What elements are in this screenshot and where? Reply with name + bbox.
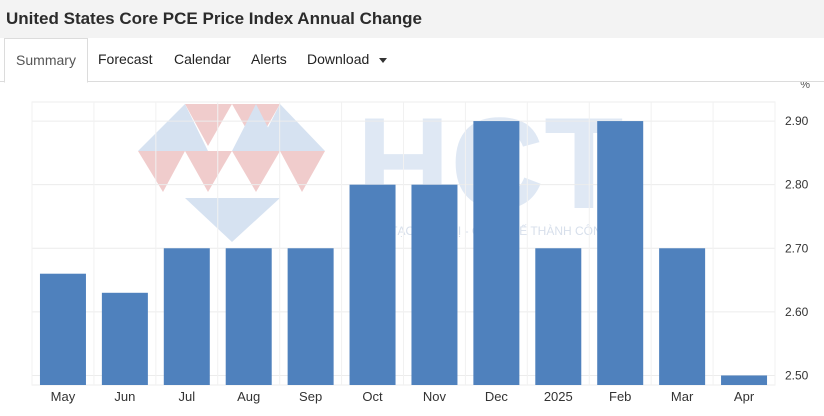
tab-download-label: Download	[307, 51, 370, 67]
chevron-down-icon	[379, 57, 388, 63]
bar-2025[interactable]	[535, 248, 582, 385]
bar-mar[interactable]	[659, 248, 706, 385]
page-title: United States Core PCE Price Index Annua…	[6, 9, 422, 28]
tab-download[interactable]: Download	[307, 38, 388, 81]
x-tick-label: Apr	[734, 389, 755, 404]
title-bar: United States Core PCE Price Index Annua…	[0, 0, 824, 39]
bar-chart: HCT KIẾN TẠO GIÁ TRỊ - CHẠM ĐẾ THÀNH CÔN…	[31, 82, 810, 404]
y-tick-label: 2.50	[785, 368, 809, 382]
x-tick-label: Mar	[671, 389, 694, 404]
bar-dec[interactable]	[473, 121, 520, 386]
bars	[39, 121, 768, 386]
bar-aug[interactable]	[225, 248, 272, 385]
x-tick-label: Oct	[362, 389, 383, 404]
tab-alerts-label: Alerts	[251, 51, 287, 67]
bar-sep[interactable]	[287, 248, 334, 385]
y-axis-ticks: 2.90 2.80 2.70 2.60 2.50	[785, 114, 809, 382]
bar-nov[interactable]	[411, 184, 458, 385]
chart-area: HCT KIẾN TẠO GIÁ TRỊ - CHẠM ĐẾ THÀNH CÔN…	[0, 82, 824, 416]
x-tick-label: May	[51, 389, 76, 404]
x-tick-label: Sep	[299, 389, 322, 404]
y-tick-label: 2.80	[785, 178, 809, 192]
y-tick-label: 2.90	[785, 114, 809, 128]
x-tick-label: Dec	[485, 389, 509, 404]
x-tick-label: Jul	[178, 389, 195, 404]
x-tick-label: 2025	[544, 389, 573, 404]
bar-may[interactable]	[39, 273, 86, 385]
x-tick-label: Jun	[114, 389, 135, 404]
x-tick-label: Aug	[237, 389, 260, 404]
bar-feb[interactable]	[597, 121, 644, 386]
tab-bar: Summary Forecast Calendar Alerts Downloa…	[0, 38, 824, 83]
y-tick-label: 2.60	[785, 305, 809, 319]
tab-alerts[interactable]: Alerts	[251, 38, 287, 81]
x-axis-ticks: May Jun Jul Aug Sep Oct Nov Dec 2025 Feb Mar Apr	[51, 389, 755, 404]
x-tick-label: Feb	[609, 389, 631, 404]
bar-jun[interactable]	[101, 292, 148, 385]
y-tick-label: 2.70	[785, 241, 809, 255]
tab-calendar[interactable]: Calendar	[174, 38, 231, 81]
grid	[31, 101, 776, 386]
bar-jul[interactable]	[163, 248, 210, 385]
watermark-logo-icon	[138, 104, 325, 242]
tab-forecast-label: Forecast	[98, 51, 153, 67]
bar-oct[interactable]	[349, 184, 396, 385]
tab-calendar-label: Calendar	[174, 51, 231, 67]
tab-summary-label: Summary	[16, 52, 76, 68]
bar-apr[interactable]	[721, 375, 768, 385]
y-axis-unit: %	[800, 82, 810, 91]
tab-forecast[interactable]: Forecast	[98, 38, 152, 81]
tab-summary[interactable]: Summary	[4, 38, 88, 83]
x-tick-label: Nov	[423, 389, 447, 404]
